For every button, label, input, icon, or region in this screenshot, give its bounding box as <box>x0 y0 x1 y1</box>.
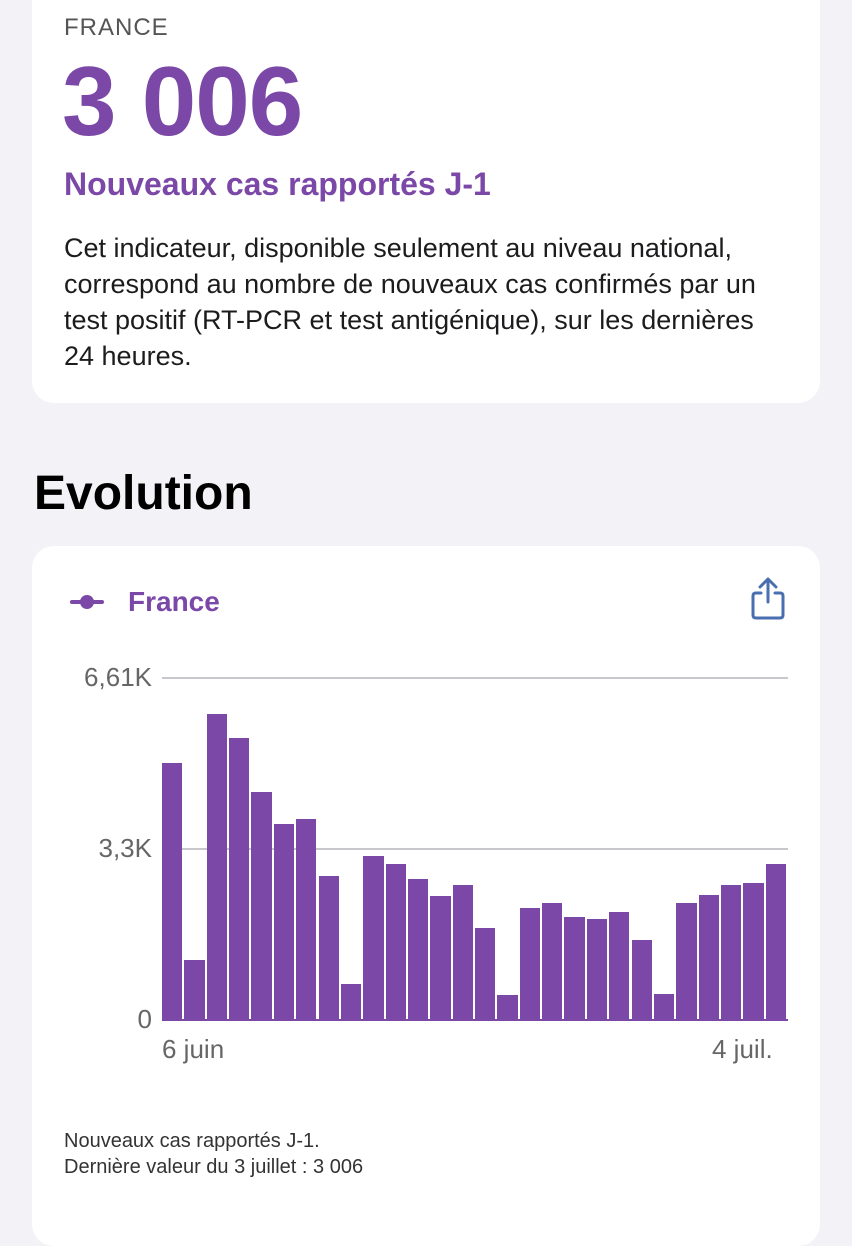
chart-bar[interactable] <box>586 919 608 1020</box>
chart-bar[interactable] <box>743 883 764 1020</box>
chart-bar[interactable] <box>206 713 228 1020</box>
chart-legend[interactable]: France <box>70 584 220 620</box>
indicator-title: Nouveaux cas rapportés J-1 <box>64 166 491 202</box>
chart-bar[interactable] <box>318 875 339 1020</box>
gridline <box>162 677 788 679</box>
chart-bar[interactable] <box>720 884 742 1020</box>
legend-series-marker-icon <box>70 584 104 620</box>
chart-bar[interactable] <box>407 878 429 1020</box>
chart-bar[interactable] <box>363 855 384 1020</box>
chart-bar[interactable] <box>184 960 205 1020</box>
chart-bar[interactable] <box>452 885 473 1020</box>
y-tick-label: 3,3K <box>98 833 153 863</box>
chart-bar[interactable] <box>475 927 496 1020</box>
footnote-line-2: Dernière valeur du 3 juillet : 3 006 <box>64 1156 364 1178</box>
section-title: Evolution <box>34 467 253 520</box>
chart-bar[interactable] <box>542 902 563 1020</box>
chart-bar[interactable] <box>340 984 362 1020</box>
chart-bar[interactable] <box>519 908 541 1020</box>
chart-bar[interactable] <box>609 911 630 1020</box>
chart-bar[interactable] <box>497 994 518 1020</box>
chart-bar[interactable] <box>296 818 317 1020</box>
y-tick-label: 6,61K <box>84 662 152 692</box>
x-axis-line <box>162 1019 788 1021</box>
chart-bar[interactable] <box>162 762 183 1020</box>
footnote-line-1: Nouveaux cas rapportés J-1. <box>64 1130 320 1152</box>
x-tick-label-end: 4 juil. <box>712 1034 773 1064</box>
y-tick-label: 0 <box>137 1004 152 1034</box>
chart-bar[interactable] <box>653 993 675 1020</box>
gridline <box>162 848 788 850</box>
chart-bar[interactable] <box>273 823 295 1020</box>
case-count-value: 3 006 <box>62 46 303 156</box>
chart-bar[interactable] <box>385 864 406 1020</box>
chart-bar[interactable] <box>631 940 652 1020</box>
legend-series-label: France <box>128 586 220 617</box>
chart-bar[interactable] <box>676 903 697 1020</box>
chart-bar[interactable] <box>251 792 272 1020</box>
x-tick-label-start: 6 juin <box>162 1034 225 1064</box>
share-icon[interactable] <box>748 576 788 620</box>
chart-bar[interactable] <box>698 895 719 1020</box>
summary-card <box>32 0 820 403</box>
region-label: FRANCE <box>64 14 169 41</box>
indicator-description: Cet indicateur, disponible seulement au … <box>64 233 756 371</box>
chart-bar[interactable] <box>765 864 786 1020</box>
chart-bar[interactable] <box>229 737 250 1020</box>
chart-bar[interactable] <box>430 896 451 1020</box>
chart-bar[interactable] <box>564 917 585 1020</box>
